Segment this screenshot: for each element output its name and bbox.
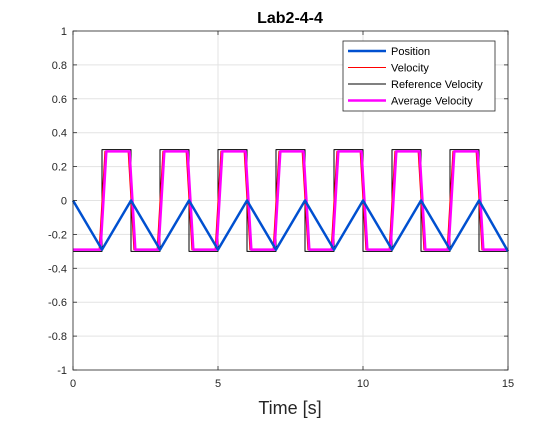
x-tick-label: 0 — [70, 378, 76, 390]
series-line-position — [71, 199, 510, 252]
y-tick-label: 0.4 — [52, 128, 67, 140]
y-tick-label: -1 — [57, 365, 67, 377]
legend-label: Average Velocity — [391, 96, 473, 108]
y-tick-label: 1 — [61, 26, 67, 38]
y-tick-label: 0.2 — [52, 162, 67, 174]
legend-label: Velocity — [391, 63, 429, 75]
y-tick-label: -0.6 — [48, 297, 67, 309]
y-tick-label: 0.6 — [52, 94, 67, 106]
y-tick-label: -0.2 — [48, 229, 67, 241]
legend-label: Position — [391, 46, 430, 58]
legend-label: Reference Velocity — [391, 79, 483, 91]
x-tick-label: 10 — [357, 378, 369, 390]
y-tick-label: -0.8 — [48, 331, 67, 343]
x-tick-label: 5 — [215, 378, 221, 390]
series-line-average-velocity — [73, 150, 508, 251]
chart-title: Lab2-4-4 — [257, 10, 323, 27]
x-tick-label: 15 — [502, 378, 514, 390]
y-tick-label: 0 — [61, 196, 67, 208]
series-line-reference-velocity — [73, 149, 508, 252]
y-tick-label: -0.4 — [48, 263, 67, 275]
x-axis-label: Time [s] — [258, 398, 321, 418]
y-tick-label: 0.8 — [52, 60, 67, 72]
legend: Position Velocity Reference Velocity Averag… — [342, 40, 496, 112]
